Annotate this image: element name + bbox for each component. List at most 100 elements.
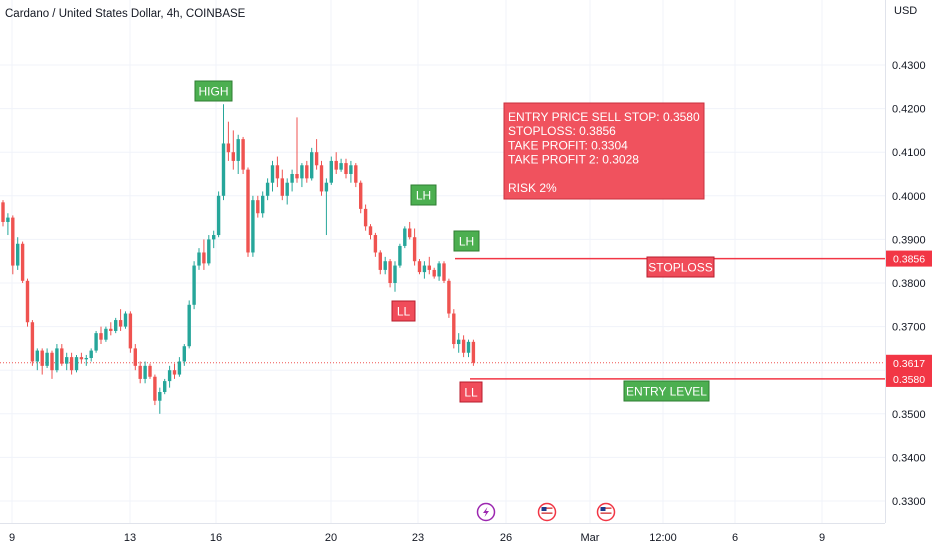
candle-body	[79, 357, 84, 360]
candle	[354, 163, 358, 188]
candle-body	[324, 182, 329, 192]
candle-body	[60, 348, 64, 364]
candle	[329, 156, 333, 185]
candle	[65, 352, 69, 371]
price-axis[interactable]: 0.33000.34000.35000.36000.37000.38000.39…	[892, 60, 926, 508]
candle-body	[447, 280, 451, 314]
label-lh[interactable]: LH	[410, 184, 437, 206]
candle	[45, 348, 49, 369]
candle	[84, 354, 88, 366]
candle	[226, 121, 231, 161]
candle-body	[89, 350, 93, 358]
candle-body	[1, 202, 5, 222]
candle-body	[329, 160, 333, 183]
trade-info-line: ENTRY PRICE SELL STOP: 0.3580	[508, 110, 700, 124]
us-flag-icon[interactable]	[537, 502, 557, 522]
candle	[452, 309, 456, 349]
candle-body	[373, 235, 378, 253]
label-lh[interactable]: LH	[453, 230, 480, 252]
trade-info-text: ENTRY PRICE SELL STOP: 0.3580 STOPLOSS: 0…	[508, 110, 700, 195]
candle	[202, 239, 206, 270]
price-tag[interactable]: 0.3580	[886, 370, 932, 387]
lightning-icon[interactable]	[476, 502, 496, 522]
candle-body	[114, 320, 118, 331]
candle	[212, 230, 216, 249]
label-stoploss[interactable]: STOPLOSS	[646, 256, 715, 278]
candle-body	[128, 313, 133, 349]
candle	[359, 180, 363, 214]
candle	[295, 117, 299, 183]
candle	[182, 344, 186, 366]
candle-body	[363, 208, 368, 227]
label-box	[459, 381, 483, 403]
candle	[143, 361, 147, 384]
candle	[383, 256, 387, 275]
currency-label[interactable]: USD	[894, 5, 917, 17]
y-tick-label: 0.4300	[892, 60, 926, 72]
y-tick-label: 0.4100	[892, 147, 926, 159]
x-tick-label: 16	[210, 532, 222, 544]
candle	[442, 261, 446, 283]
y-tick-label: 0.3500	[892, 409, 926, 421]
candle	[138, 361, 142, 384]
candle-body	[69, 357, 74, 371]
candle	[89, 348, 93, 362]
candle-body	[202, 252, 206, 264]
candle	[256, 195, 260, 218]
candle	[104, 326, 108, 342]
x-tick-label: 13	[124, 532, 136, 544]
label-ll[interactable]: LL	[391, 300, 416, 322]
price-tag[interactable]: 0.3856	[886, 250, 932, 267]
candle	[221, 104, 226, 201]
label-high[interactable]: HIGH	[194, 80, 233, 102]
candle-body	[354, 165, 358, 183]
candle	[285, 178, 289, 205]
candle-body	[275, 165, 280, 179]
time-axis[interactable]: 9 13 16 20 23 26 Mar 12:00 6 9	[9, 532, 825, 544]
label-ll[interactable]: LL	[459, 381, 483, 403]
x-tick-label: 26	[500, 532, 512, 544]
candle-body	[74, 357, 79, 371]
candle	[457, 333, 461, 353]
candle-body	[109, 328, 113, 331]
label-entry-level[interactable]: ENTRY LEVEL	[623, 380, 710, 402]
annotations: HIGH LH LH LL LL STOPLOSS ENTRY LEVEL	[194, 80, 715, 403]
x-tick-label: 9	[9, 532, 15, 544]
candle-body	[457, 339, 461, 345]
candle	[447, 278, 451, 318]
candle-body	[25, 280, 30, 323]
chart-grid	[0, 0, 885, 523]
us-flag-icon[interactable]	[596, 502, 616, 522]
candle	[398, 243, 402, 268]
candle	[241, 136, 245, 174]
candle-body	[241, 139, 245, 170]
candle	[197, 248, 201, 270]
candle-body	[319, 165, 324, 192]
candle	[270, 160, 275, 192]
label-box	[391, 300, 416, 322]
candle	[128, 311, 133, 353]
trade-info-box[interactable]: ENTRY PRICE SELL STOP: 0.3580 STOPLOSS: 0…	[503, 102, 705, 200]
label-text: STOPLOSS	[648, 261, 712, 275]
candle-body	[314, 152, 319, 166]
candle	[422, 261, 427, 279]
candle-body	[118, 320, 123, 327]
y-tick-label: 0.3800	[892, 278, 926, 290]
candle-body	[207, 239, 211, 264]
candle-body	[197, 252, 201, 266]
price-tag-bg	[886, 370, 932, 387]
label-box	[453, 230, 480, 252]
candle-body	[383, 261, 387, 270]
candle-body	[349, 165, 353, 174]
candle	[246, 167, 250, 257]
candle	[437, 261, 441, 281]
candle	[378, 250, 382, 275]
price-tag-value: 0.3856	[893, 254, 925, 266]
icon-bolt	[483, 507, 489, 517]
candle	[114, 317, 118, 334]
candle-body	[403, 228, 407, 246]
candle-body	[50, 352, 54, 371]
flag-canton	[541, 507, 547, 511]
